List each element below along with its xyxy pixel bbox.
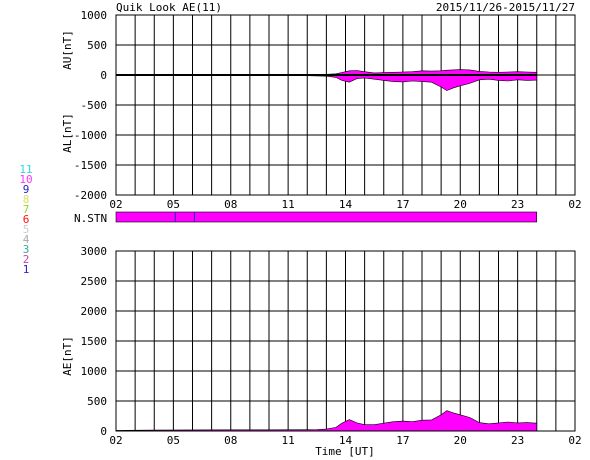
ae-x-ticks: 02 05 08 11 14 17 20 23 02 <box>109 434 581 447</box>
chart-title: Quik Look AE(11) <box>116 1 222 14</box>
time-axis-label: Time [UT] <box>315 445 375 458</box>
ae-area <box>115 410 538 432</box>
ae-series-0 <box>115 410 538 432</box>
ae-y-tick-label: 3000 <box>81 245 108 258</box>
ae-frame <box>115 250 576 432</box>
au-al-y-tick-label: 0 <box>100 69 107 82</box>
legend-item: 1 <box>23 263 30 276</box>
legend-item: 7 <box>23 203 30 216</box>
ae-x-tick-label: 02 <box>568 434 581 447</box>
ae-x-tick-label: 08 <box>224 434 237 447</box>
ae-x-tick-label: 11 <box>282 434 295 447</box>
legend-item: 2 <box>23 253 30 266</box>
au-al-x-ticks: 02 05 08 11 14 17 20 23 02 <box>109 198 581 211</box>
legend-item: 4 <box>23 233 30 246</box>
ae-y-tick-label: 1000 <box>81 365 108 378</box>
au-al-grid <box>116 15 575 195</box>
au-al-y-tick-label: -2000 <box>74 189 107 202</box>
au-al-x-tick-label: 08 <box>224 198 237 211</box>
ae-y-tick-label: 500 <box>87 395 107 408</box>
au-al-y-tick-label: 1000 <box>81 9 108 22</box>
legend-item: 10 <box>19 173 32 186</box>
ae-axis-label: AE[nT] <box>61 336 74 376</box>
legend-item: 8 <box>23 193 30 206</box>
au-al-x-tick-label: 05 <box>167 198 180 211</box>
ae-x-tick-label: 14 <box>339 434 353 447</box>
legend-item: 9 <box>23 183 30 196</box>
nstn-fill <box>115 211 538 223</box>
ae-x-tick-label: 02 <box>109 434 122 447</box>
au-al-x-tick-label: 02 <box>109 198 122 211</box>
ae-x-tick-label: 20 <box>454 434 467 447</box>
date-range: 2015/11/26-2015/11/27 <box>436 1 575 14</box>
au-al-y-tick-label: -1000 <box>74 129 107 142</box>
au-al-x-tick-label: 14 <box>339 198 353 211</box>
ae-x-tick-label: 05 <box>167 434 180 447</box>
ae-y-tick-label: 1500 <box>81 335 108 348</box>
legend-item: 5 <box>23 223 30 236</box>
nstn-bar <box>115 211 538 223</box>
ae-x-tick-label: 17 <box>396 434 409 447</box>
legend-item: 11 <box>19 163 32 176</box>
au-al-frame <box>115 14 576 196</box>
ae-y-tick-label: 0 <box>100 425 107 438</box>
al-axis-label: AL[nT] <box>61 113 74 153</box>
au-axis-label: AU[nT] <box>61 30 74 70</box>
ae-y-tick-label: 2500 <box>81 275 108 288</box>
au-al-y-tick-label: 500 <box>87 39 107 52</box>
au-al-x-tick-label: 23 <box>511 198 524 211</box>
au-al-x-tick-label: 17 <box>396 198 409 211</box>
au-al-x-tick-label: 02 <box>568 198 581 211</box>
ae-grid <box>116 251 575 431</box>
au-al-area <box>115 69 538 91</box>
au-al-y-ticks: 1000 500 0 -500 -1000 -1500 -2000 <box>74 9 107 202</box>
au-al-x-tick-label: 11 <box>282 198 295 211</box>
nstn-label: N.STN <box>74 212 107 225</box>
ae-y-ticks: 3000 2500 2000 1500 1000 500 0 <box>81 245 108 438</box>
au-al-x-tick-label: 20 <box>454 198 467 211</box>
ae-x-tick-label: 23 <box>511 434 524 447</box>
au-al-y-tick-label: -1500 <box>74 159 107 172</box>
au-al-y-tick-label: -500 <box>81 99 108 112</box>
legend-item: 3 <box>23 243 30 256</box>
legend-item: 6 <box>23 213 30 226</box>
ae-y-tick-label: 2000 <box>81 305 108 318</box>
